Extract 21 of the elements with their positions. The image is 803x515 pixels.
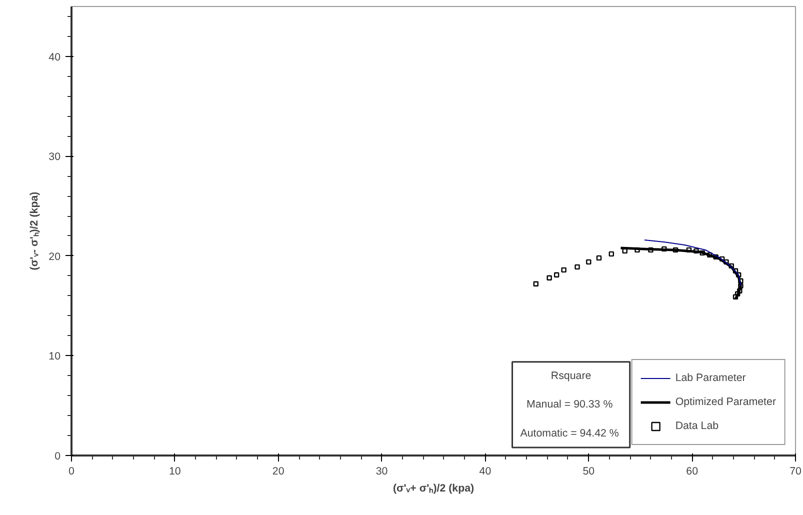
x-tick-label: 20 — [272, 466, 284, 478]
annotation: Rsquare — [550, 370, 592, 382]
x-tick-label: 0 — [68, 466, 75, 478]
y-tick-label: 30 — [48, 151, 61, 164]
y-tick-label: 10 — [48, 350, 61, 363]
legend-label: Optimized Parameter — [675, 396, 776, 408]
x-tick-label: 40 — [479, 466, 492, 478]
y-tick-label: 40 — [48, 51, 61, 64]
legend-label: Data Lab — [675, 420, 719, 432]
y-tick-label: 0 — [54, 450, 61, 462]
y-axis-title: (σ'ᵥ- σ'ₕ)/2 (kpa) — [28, 191, 41, 270]
annotation: Automatic = 94.42 % — [520, 428, 620, 440]
x-tick-label: 30 — [376, 466, 388, 478]
x-axis-title: (σ'ᵥ+ σ'ₕ)/2 (kpa) — [392, 482, 475, 494]
y-tick-label: 20 — [48, 250, 61, 263]
x-tick-label: 60 — [686, 466, 698, 478]
x-tick-label: 70 — [790, 466, 802, 478]
annotation: Manual = 90.33 % — [526, 398, 614, 411]
x-tick-label: 50 — [582, 466, 595, 478]
legend-label: Lab Parameter — [675, 372, 746, 384]
x-tick-label: 10 — [169, 466, 181, 478]
